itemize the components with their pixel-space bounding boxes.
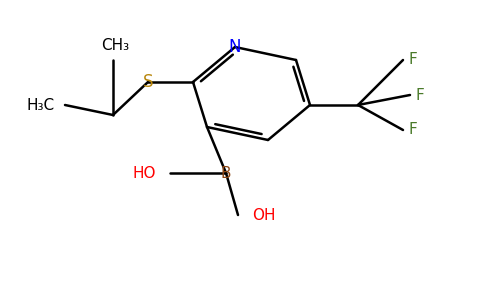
Text: B: B [221, 166, 231, 181]
Text: H₃C: H₃C [27, 98, 55, 112]
Text: HO: HO [133, 166, 156, 181]
Text: F: F [408, 122, 417, 137]
Text: CH₃: CH₃ [101, 38, 129, 53]
Text: S: S [143, 73, 153, 91]
Text: F: F [416, 88, 424, 103]
Text: N: N [229, 38, 241, 56]
Text: F: F [408, 52, 417, 68]
Text: OH: OH [252, 208, 275, 223]
